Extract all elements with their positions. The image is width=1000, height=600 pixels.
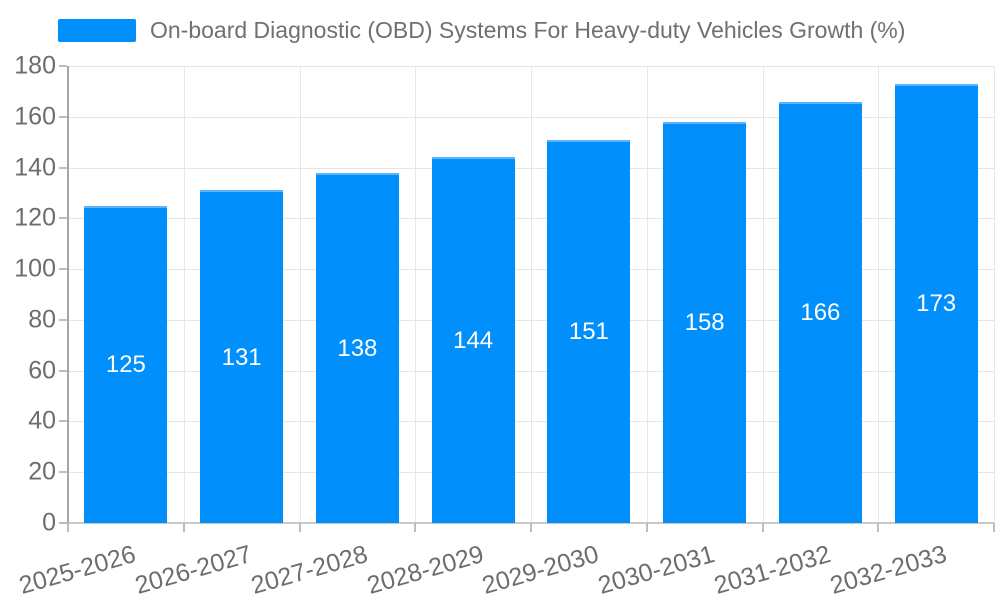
x-axis-tick bbox=[182, 523, 185, 532]
v-gridline bbox=[762, 66, 764, 523]
y-axis-tick bbox=[59, 318, 67, 321]
x-axis-label: 2029-2030 bbox=[479, 540, 603, 600]
bar[interactable]: 151 bbox=[547, 139, 631, 523]
y-axis-tick bbox=[59, 369, 67, 372]
bar-value-label: 144 bbox=[453, 327, 494, 355]
bar[interactable]: 125 bbox=[84, 205, 168, 523]
bar[interactable]: 166 bbox=[778, 101, 862, 523]
bar[interactable]: 158 bbox=[663, 121, 747, 523]
v-gridline bbox=[646, 66, 648, 523]
y-axis-tick bbox=[59, 65, 67, 67]
y-axis-label: 140 bbox=[14, 153, 56, 182]
y-axis-label: 20 bbox=[28, 457, 56, 486]
bar[interactable]: 173 bbox=[894, 83, 978, 523]
y-axis-tick bbox=[59, 115, 67, 118]
x-axis-label: 2032-2033 bbox=[826, 540, 950, 600]
y-axis-tick bbox=[59, 420, 67, 423]
bar[interactable]: 144 bbox=[431, 157, 515, 523]
y-axis-label: 120 bbox=[14, 203, 56, 232]
y-axis-tick bbox=[59, 217, 67, 220]
x-axis-label: 2026-2027 bbox=[132, 540, 255, 600]
legend-marker-icon bbox=[58, 19, 136, 42]
y-axis-tick bbox=[59, 522, 67, 524]
bar-value-label: 166 bbox=[800, 299, 841, 327]
plot-area: 0 20 40 60 80 100 120 140 160 180 125 131 138 144 151 1… bbox=[14, 53, 995, 600]
x-axis-tick bbox=[414, 523, 417, 532]
y-axis-tick bbox=[59, 166, 67, 169]
x-axis-tick bbox=[877, 523, 880, 532]
x-axis-tick bbox=[993, 523, 995, 532]
bar-value-label: 151 bbox=[568, 318, 609, 346]
y-axis-label: 40 bbox=[28, 406, 56, 435]
bar[interactable]: 131 bbox=[200, 190, 284, 523]
x-axis-tick bbox=[645, 523, 648, 532]
y-axis-line bbox=[67, 66, 69, 532]
legend-item[interactable]: On-board Diagnostic (OBD) Systems For He… bbox=[58, 17, 905, 44]
v-gridline bbox=[299, 66, 301, 523]
x-axis-label: 2028-2029 bbox=[363, 540, 487, 600]
v-gridline bbox=[415, 66, 417, 523]
v-gridline bbox=[878, 66, 880, 523]
y-axis-label: 60 bbox=[28, 356, 56, 385]
y-axis-label: 100 bbox=[14, 254, 56, 283]
y-axis-tick bbox=[59, 471, 67, 474]
bar-value-label: 125 bbox=[105, 351, 146, 379]
bar-value-label: 173 bbox=[916, 290, 957, 318]
bar-value-label: 131 bbox=[221, 343, 262, 371]
y-axis-label: 0 bbox=[42, 508, 56, 537]
x-axis-label: 2025-2026 bbox=[16, 540, 140, 600]
x-axis-tick bbox=[67, 523, 69, 532]
v-gridline bbox=[183, 66, 185, 523]
v-gridline bbox=[994, 66, 995, 523]
x-axis-tick bbox=[298, 523, 301, 532]
y-axis-label: 80 bbox=[28, 305, 56, 334]
x-axis-tick bbox=[530, 523, 532, 532]
y-axis-tick bbox=[59, 268, 67, 271]
x-axis-label: 2031-2032 bbox=[710, 540, 834, 600]
y-axis-label: 160 bbox=[14, 102, 56, 131]
x-axis-label: 2027-2028 bbox=[247, 540, 371, 600]
x-axis-label: 2030-2031 bbox=[595, 540, 718, 600]
y-axis-label: 180 bbox=[14, 51, 56, 80]
bar-value-label: 158 bbox=[684, 309, 725, 337]
x-axis-tick bbox=[761, 523, 764, 532]
v-gridline bbox=[531, 66, 532, 523]
legend-label: On-board Diagnostic (OBD) Systems For He… bbox=[150, 17, 906, 43]
bar-value-label: 138 bbox=[337, 334, 378, 362]
bar[interactable]: 138 bbox=[315, 172, 399, 523]
